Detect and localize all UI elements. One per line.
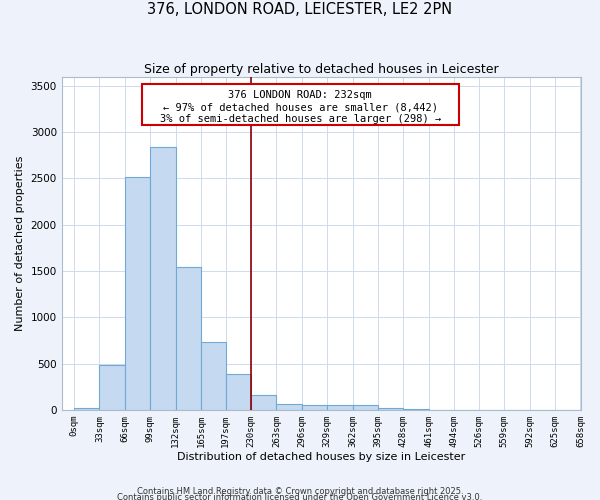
Bar — [251, 396, 277, 410]
Text: ← 97% of detached houses are smaller (8,442): ← 97% of detached houses are smaller (8,… — [163, 102, 438, 113]
Text: 376 LONDON ROAD: 232sqm: 376 LONDON ROAD: 232sqm — [229, 90, 372, 101]
Bar — [378, 408, 403, 410]
Bar — [226, 374, 251, 410]
Bar — [302, 404, 327, 410]
Text: 376, LONDON ROAD, LEICESTER, LE2 2PN: 376, LONDON ROAD, LEICESTER, LE2 2PN — [148, 2, 452, 18]
Text: Contains public sector information licensed under the Open Government Licence v3: Contains public sector information licen… — [118, 492, 482, 500]
X-axis label: Distribution of detached houses by size in Leicester: Distribution of detached houses by size … — [178, 452, 466, 462]
Bar — [125, 176, 150, 410]
Bar — [277, 404, 302, 410]
Bar — [353, 404, 378, 410]
Bar — [176, 268, 201, 410]
Title: Size of property relative to detached houses in Leicester: Size of property relative to detached ho… — [144, 62, 499, 76]
Bar — [100, 366, 125, 410]
Text: Contains HM Land Registry data © Crown copyright and database right 2025.: Contains HM Land Registry data © Crown c… — [137, 487, 463, 496]
Bar — [150, 147, 176, 410]
FancyBboxPatch shape — [142, 84, 459, 125]
Y-axis label: Number of detached properties: Number of detached properties — [15, 156, 25, 331]
Bar — [327, 404, 353, 410]
Text: 3% of semi-detached houses are larger (298) →: 3% of semi-detached houses are larger (2… — [160, 114, 441, 124]
Bar — [201, 342, 226, 410]
Bar — [74, 408, 100, 410]
